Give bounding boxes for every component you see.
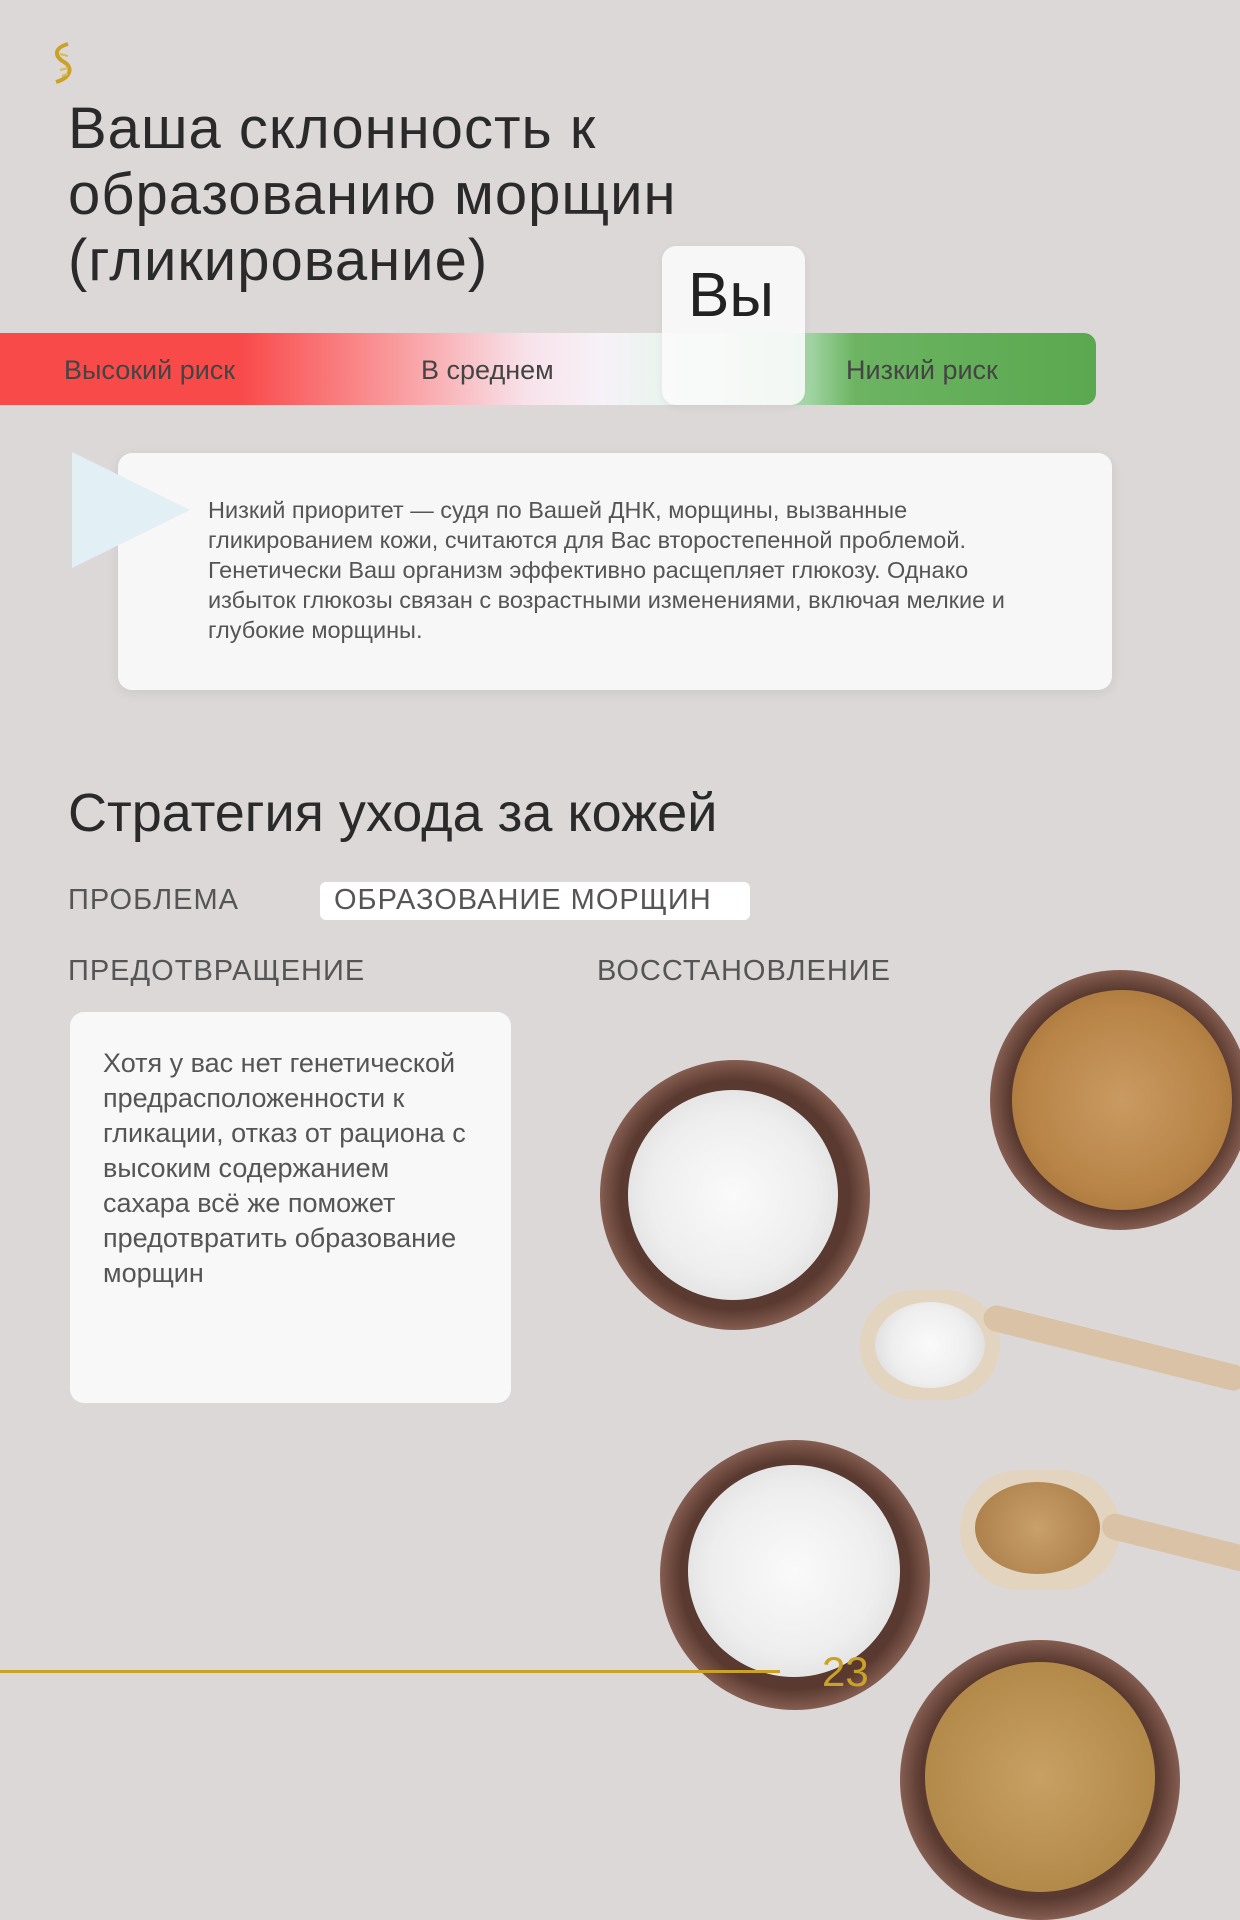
you-marker-label: Вы	[688, 261, 774, 330]
risk-label-average: В среднем	[421, 355, 554, 385]
page-title: Ваша склонность к образованию морщин (гл…	[68, 96, 677, 293]
logo	[48, 40, 78, 86]
recovery-label: ВОССТАНОВЛЕНИЕ	[597, 955, 891, 987]
footer-divider	[0, 1670, 780, 1673]
risk-label-high: Высокий риск	[64, 355, 236, 385]
prevention-card: Хотя у вас нет генетической предрасполож…	[70, 1012, 511, 1403]
problem-value: ОБРАЗОВАНИЕ МОРЩИН	[334, 884, 712, 916]
result-text: Низкий приоритет — судя по Вашей ДНК, мо…	[208, 497, 1005, 643]
result-callout: Низкий приоритет — судя по Вашей ДНК, мо…	[118, 453, 1112, 690]
risk-scale-bar: Высокий риск В среднем Низкий риск	[0, 333, 1096, 405]
page-number: 23	[822, 1648, 869, 1695]
problem-badge: ОБРАЗОВАНИЕ МОРЩИН	[320, 882, 750, 920]
prevention-text: Хотя у вас нет генетической предрасполож…	[103, 1048, 466, 1288]
you-marker: Вы	[662, 246, 805, 405]
play-triangle-icon	[72, 452, 190, 568]
strategy-heading: Стратегия ухода за кожей	[68, 783, 718, 843]
sugar-bowls-photo	[600, 940, 1240, 1920]
problem-label: ПРОБЛЕМА	[68, 884, 240, 916]
prevention-label: ПРЕДОТВРАЩЕНИЕ	[68, 955, 366, 987]
risk-label-low: Низкий риск	[846, 355, 998, 385]
dna-helix-icon	[55, 42, 72, 84]
